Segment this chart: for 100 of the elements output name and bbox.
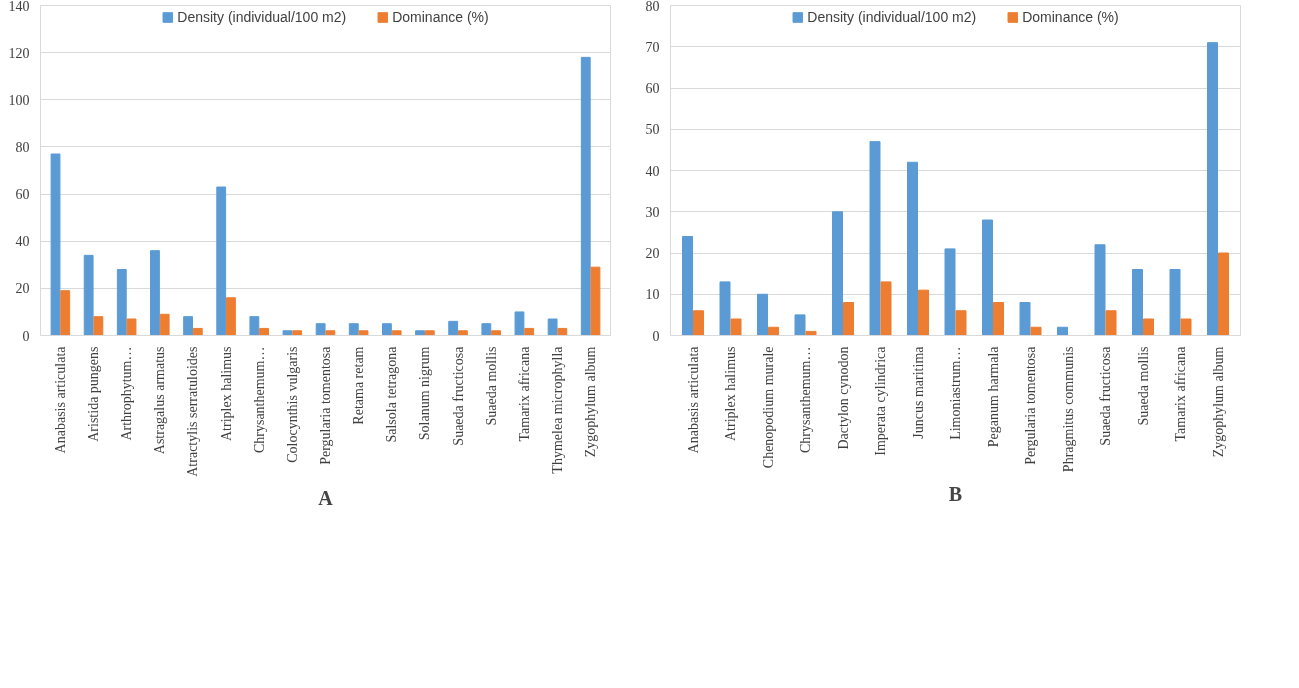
bar: [514, 311, 525, 336]
bar: [1019, 302, 1031, 336]
legend-label: Dominance (%): [392, 9, 489, 25]
bar: [1132, 269, 1143, 336]
bar: [415, 330, 425, 336]
bar: [382, 323, 392, 336]
bar: [183, 316, 193, 336]
x-tick-label: Retama retam: [351, 346, 367, 425]
bar: [843, 302, 854, 336]
bar: [126, 318, 137, 336]
x-tick-label: Suaeda mollis: [1135, 346, 1151, 426]
x-tick-label: Astragalus armatus: [152, 346, 168, 455]
bar: [1180, 318, 1192, 336]
x-tick-label: Pergularia tomentosa: [318, 345, 333, 465]
bar: [424, 330, 435, 336]
x-tick-label: Chrysanthemum…: [251, 346, 267, 454]
bar: [150, 250, 160, 336]
x-tick-label: Anabasis articulata: [52, 345, 68, 454]
legend-label: Density (individual/100 m2): [807, 9, 977, 25]
x-tick-label: Chrysanthemum…: [798, 346, 813, 454]
bar: [869, 141, 881, 336]
bar: [547, 318, 558, 336]
bar: [192, 327, 203, 336]
bar: [458, 330, 468, 336]
bar: [83, 254, 94, 336]
bar: [907, 161, 918, 336]
y-tick-label: 40: [645, 163, 660, 179]
text: A: [318, 486, 334, 509]
text: B: [948, 482, 963, 505]
bar: [216, 186, 227, 336]
x-tick-label: Zygophylum album: [1210, 346, 1226, 458]
legend-label: Density (individual/100 m2): [177, 9, 347, 25]
bar: [282, 330, 293, 336]
x-tick-label: Zygophylum album: [583, 346, 599, 458]
bar: [391, 330, 402, 336]
bar: [757, 293, 768, 336]
y-tick-label: 80: [645, 0, 660, 14]
x-tick-label: Suaeda fructicosa: [1098, 345, 1113, 446]
bar: [1207, 42, 1218, 336]
bar: [944, 248, 956, 336]
bar: [1094, 244, 1106, 336]
bar: [805, 330, 817, 336]
bar: [1057, 326, 1068, 336]
x-tick-label: Phragmitus communis: [1060, 346, 1076, 473]
bar: [794, 314, 806, 336]
bar: [955, 310, 967, 336]
x-tick-label: Anabasis articulata: [685, 345, 701, 454]
bar: [93, 316, 104, 336]
bar: [993, 302, 1004, 336]
bar: [358, 330, 369, 336]
bar: [60, 290, 71, 336]
bar: [682, 236, 693, 336]
y-tick-label: 120: [8, 45, 30, 61]
x-tick-label: Atriplex halimus: [218, 346, 234, 441]
x-tick-label: Colocynthis vulgaris: [284, 346, 300, 463]
bar: [50, 153, 61, 336]
bar: [719, 281, 731, 336]
bar: [832, 211, 843, 336]
y-tick-label: 40: [15, 234, 30, 250]
bar: [693, 310, 704, 336]
y-tick-label: 20: [645, 246, 660, 261]
bar: [481, 323, 492, 336]
x-tick-label: Solanum nigrum: [417, 346, 433, 441]
y-tick-label: 10: [645, 287, 660, 303]
bar: [315, 323, 326, 336]
bar: [325, 330, 336, 336]
x-tick-label: Peganum harmala: [985, 345, 1001, 448]
x-tick-label: Arthrophytum…: [119, 346, 135, 441]
bar: [116, 269, 127, 336]
bar: [982, 219, 993, 336]
y-tick-label: 20: [15, 281, 30, 297]
bar: [880, 281, 892, 336]
x-tick-label: Atractylis serratuloides: [185, 346, 201, 477]
bar: [730, 318, 742, 336]
y-tick-label: 60: [645, 81, 660, 96]
bar: [159, 313, 170, 336]
y-tick-label: 50: [645, 122, 660, 138]
bar: [1218, 252, 1229, 336]
x-tick-label: Pergularia tomentosa: [1023, 345, 1038, 465]
bar: [1169, 269, 1181, 336]
bar: [1030, 326, 1042, 336]
bar: [491, 330, 501, 336]
x-tick-label: Tamarix africana: [516, 345, 532, 442]
y-tick-label: 100: [8, 92, 30, 108]
bar: [226, 297, 236, 336]
x-tick-label: Atriplex halimus: [723, 346, 738, 441]
bar: [524, 327, 535, 336]
y-tick-label: 0: [652, 328, 660, 344]
bar: [259, 327, 269, 336]
bar: [918, 289, 929, 336]
bar: [249, 316, 260, 336]
bar: [1143, 318, 1154, 336]
y-tick-label: 0: [22, 328, 30, 344]
bar: [768, 326, 779, 336]
x-tick-label: Chenopodium murale: [760, 346, 776, 469]
legend-label: Dominance (%): [1022, 9, 1119, 25]
x-tick-label: Imperata cylindrica: [873, 345, 888, 456]
y-tick-label: 80: [15, 139, 30, 155]
x-tick-label: Aristida pungens: [86, 346, 102, 442]
bar: [348, 323, 359, 336]
